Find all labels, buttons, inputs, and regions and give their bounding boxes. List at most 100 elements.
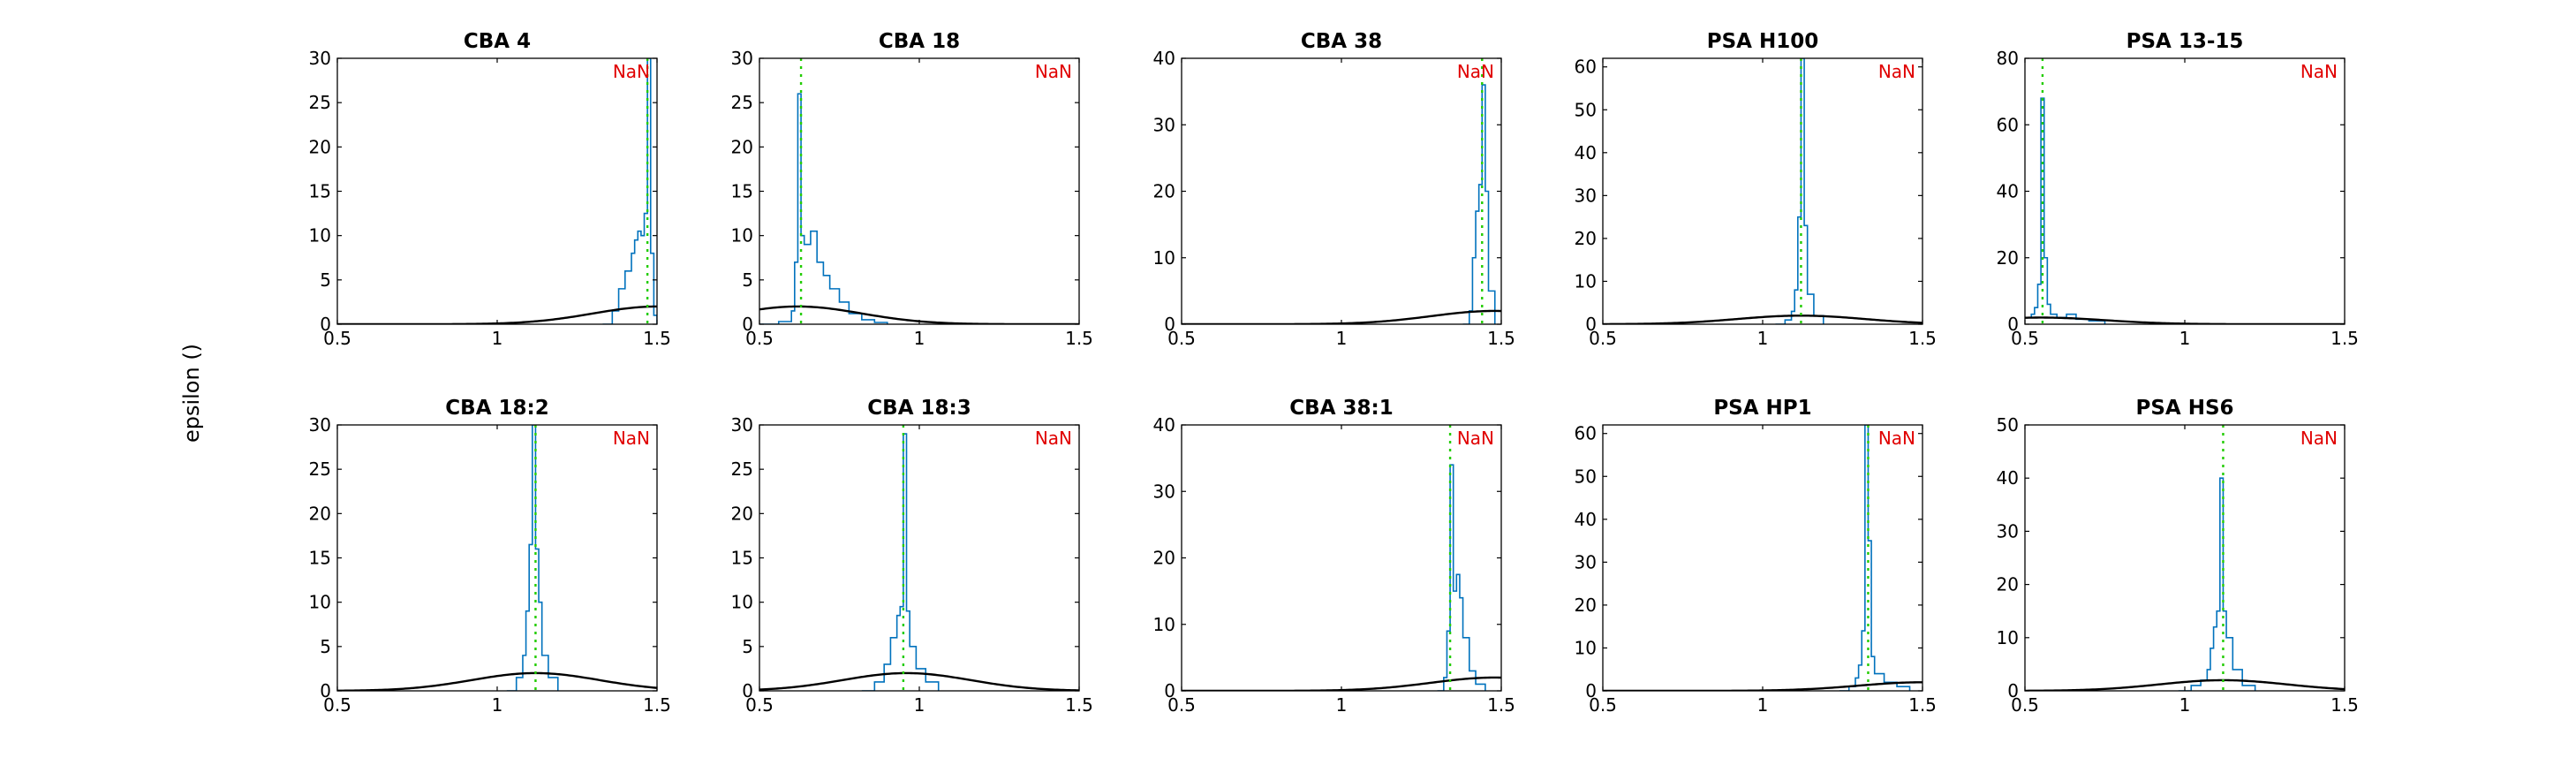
y-tick-label: 5	[320, 636, 331, 657]
prior-curve	[2025, 678, 2345, 691]
y-tick-label: 30	[731, 414, 753, 436]
x-tick-label: 0.5	[745, 694, 774, 716]
y-tick-label: 40	[1997, 467, 2019, 489]
subplot-panel: CBA 18 0.5 1 1.5 0 5 10 15 20 25 30 NaN	[731, 30, 1093, 349]
histogram-line	[1839, 425, 1911, 691]
y-tick-label: 25	[309, 458, 331, 480]
plot-area	[337, 425, 657, 691]
y-tick-label: 25	[731, 458, 753, 480]
subplot-panel: CBA 38:1 0.5 1 1.5 0 10 20 30 40 NaN	[1153, 397, 1515, 716]
subplot-panel: PSA HS6 0.5 1 1.5 0 10 20 30 40 50 NaN	[1997, 397, 2359, 716]
y-tick-label: 10	[1153, 247, 1175, 269]
x-tick-label: 1.5	[643, 694, 671, 716]
plot-area	[1603, 58, 1923, 324]
y-tick-label: 20	[1575, 228, 1597, 249]
y-tick-label: 10	[1997, 627, 2019, 648]
subplot-panel: CBA 4 0.5 1 1.5 0 5 10 15 20 25 30 NaN	[309, 30, 671, 349]
histogram-line	[506, 425, 559, 691]
y-tick-label: 15	[731, 181, 753, 202]
y-tick-label: 25	[309, 92, 331, 113]
y-tick-label: 40	[1153, 48, 1175, 69]
y-tick-label: 0	[320, 314, 331, 335]
y-tick-label: 40	[1575, 142, 1597, 163]
x-tick-label: 0.5	[1589, 328, 1617, 349]
nan-annotation: NaN	[1035, 61, 1072, 82]
subplot-title: CBA 38	[1301, 30, 1382, 53]
y-tick-label: 30	[309, 48, 331, 69]
plot-area	[2025, 58, 2345, 324]
y-tick-label: 30	[309, 414, 331, 436]
y-tick-label: 10	[1575, 637, 1597, 658]
y-tick-label: 10	[731, 592, 753, 613]
y-tick-label: 20	[1997, 247, 2019, 269]
plot-area	[759, 58, 1079, 324]
x-tick-label: 1	[2179, 694, 2191, 716]
x-tick-label: 1	[914, 328, 925, 349]
y-tick-label: 10	[309, 225, 331, 246]
y-tick-label: 20	[1153, 548, 1175, 569]
y-tick-label: 60	[1575, 423, 1597, 444]
subplot-title: PSA H100	[1707, 30, 1819, 53]
y-tick-label: 0	[1585, 314, 1597, 335]
y-tick-label: 5	[742, 636, 753, 657]
histogram-line	[1775, 58, 1824, 324]
plot-area	[1182, 58, 1501, 324]
histogram-line	[861, 433, 940, 691]
y-tick-label: 30	[1575, 185, 1597, 206]
y-tick-label: 40	[1575, 509, 1597, 530]
x-tick-label: 1.5	[643, 328, 671, 349]
subplot-panel: PSA H100 0.5 1 1.5 0 10 20 30 40 50 60 NaN	[1575, 30, 1937, 349]
y-tick-label: 30	[1153, 114, 1175, 135]
y-tick-label: 15	[731, 548, 753, 569]
subplot-title: CBA 38:1	[1289, 397, 1393, 420]
y-tick-label: 5	[742, 269, 753, 291]
y-tick-label: 30	[1575, 551, 1597, 572]
plot-area	[1603, 425, 1923, 691]
histogram-line	[602, 58, 657, 324]
y-tick-label: 15	[309, 548, 331, 569]
x-tick-label: 1	[492, 328, 503, 349]
y-tick-label: 50	[1575, 99, 1597, 120]
subplot-panel: PSA 13-15 0.5 1 1.5 0 20 40 60 80 NaN	[1997, 30, 2359, 349]
subplot-title: PSA HP1	[1713, 397, 1811, 420]
y-tick-label: 10	[731, 225, 753, 246]
y-tick-label: 20	[1153, 181, 1175, 202]
y-tick-label: 10	[1575, 270, 1597, 292]
plot-area	[337, 58, 657, 324]
x-tick-label: 0.5	[1589, 694, 1617, 716]
subplot-panel: CBA 38 0.5 1 1.5 0 10 20 30 40 NaN	[1153, 30, 1515, 349]
nan-annotation: NaN	[1457, 61, 1494, 82]
y-tick-label: 0	[1164, 314, 1175, 335]
y-tick-label: 20	[731, 136, 753, 157]
y-tick-label: 15	[309, 181, 331, 202]
y-tick-label: 0	[742, 680, 753, 701]
x-tick-label: 1.5	[2330, 328, 2359, 349]
x-tick-label: 1.5	[1908, 694, 1937, 716]
prior-curve	[759, 671, 1079, 691]
x-tick-label: 1.5	[1908, 328, 1937, 349]
x-tick-label: 1.5	[2330, 694, 2359, 716]
plot-area	[2025, 425, 2345, 691]
y-tick-label: 25	[731, 92, 753, 113]
x-tick-label: 1	[1757, 694, 1769, 716]
y-tick-label: 20	[1575, 595, 1597, 616]
y-tick-label: 20	[309, 503, 331, 524]
y-tick-label: 20	[1997, 574, 2019, 595]
y-tick-label: 80	[1997, 48, 2019, 69]
x-tick-label: 1	[1336, 328, 1348, 349]
prior-curve	[337, 671, 657, 691]
subplot-panel: CBA 18:2 0.5 1 1.5 0 5 10 15 20 25 30 NaN	[309, 397, 671, 716]
x-tick-label: 0.5	[323, 694, 351, 716]
y-tick-label: 0	[1585, 680, 1597, 701]
subplot-title: PSA 13-15	[2127, 30, 2244, 53]
y-tick-label: 0	[742, 314, 753, 335]
x-tick-label: 0.5	[1167, 328, 1196, 349]
subplot-title: CBA 18	[879, 30, 960, 53]
nan-annotation: NaN	[1035, 428, 1072, 449]
y-tick-label: 50	[1997, 414, 2019, 436]
subplot-title: CBA 18:2	[445, 397, 548, 420]
series-group	[1603, 58, 1923, 324]
plot-area	[759, 425, 1079, 691]
